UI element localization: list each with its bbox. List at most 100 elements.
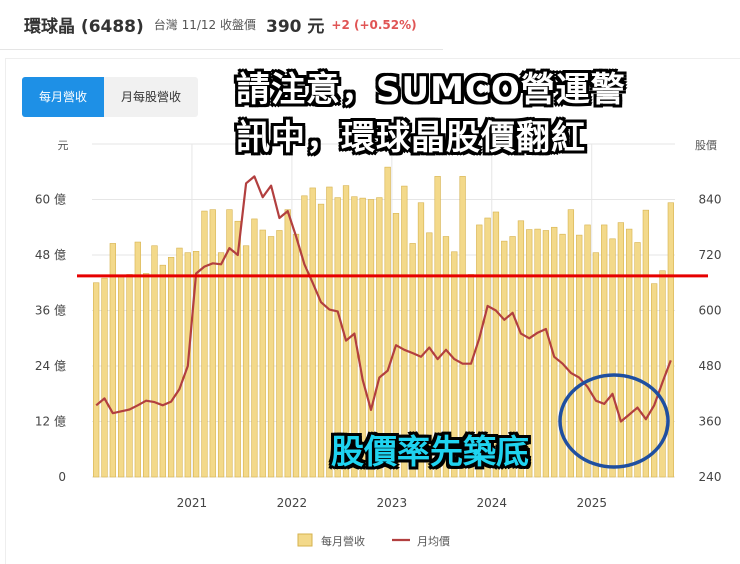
revenue-bar: [576, 234, 583, 478]
bottom-circle-annotation: [558, 373, 670, 469]
revenue-bar: [442, 236, 450, 478]
revenue-bar: [426, 232, 433, 478]
revenue-bar: [451, 251, 458, 478]
tab-bar: 每月營收 月每股營收: [22, 77, 198, 117]
left-tick-label: 48 億: [35, 248, 66, 262]
market-date: 台灣 11/12 收盤價: [153, 18, 256, 32]
right-tick-label: 720: [699, 248, 722, 262]
revenue-bar: [534, 228, 541, 478]
revenue-bar: [151, 245, 158, 478]
revenue-bar: [642, 209, 649, 478]
revenue-bar: [501, 240, 508, 478]
tab-monthly-revenue[interactable]: 每月營收: [22, 77, 104, 117]
revenue-bar: [651, 283, 658, 478]
revenue-bar: [259, 229, 266, 478]
revenue-bar: [159, 264, 166, 478]
revenue-bar: [217, 252, 225, 478]
revenue-bar: [367, 199, 375, 478]
left-tick-label: 0: [58, 470, 66, 484]
revenue-bar: [317, 203, 325, 478]
left-tick-label: 60 億: [35, 193, 66, 207]
revenue-bar: [292, 233, 300, 478]
revenue-bar: [209, 209, 216, 478]
x-tick-label: 2021: [177, 496, 208, 510]
right-tick-label: 480: [699, 359, 722, 373]
revenue-bar: [409, 243, 416, 478]
revenue-bar: [167, 257, 175, 478]
revenue-bar: [584, 224, 591, 478]
revenue-bar: [226, 209, 233, 478]
revenue-bar: [276, 230, 283, 478]
legend: 每月營收 月均價: [297, 533, 450, 548]
legend-bar-label: 每月營收: [321, 534, 365, 548]
right-tick-label: 360: [699, 415, 722, 429]
revenue-bar: [551, 226, 558, 478]
revenue-bar: [192, 251, 200, 478]
revenue-bar: [626, 228, 633, 478]
revenue-bar: [617, 222, 624, 478]
right-tick-label: 240: [699, 470, 722, 484]
right-tick-label: 840: [699, 193, 722, 207]
revenue-bar: [242, 245, 250, 478]
revenue-bar: [267, 236, 275, 478]
revenue-bar: [384, 166, 391, 478]
revenue-bar: [517, 220, 525, 478]
revenue-bar: [667, 202, 674, 478]
revenue-bar: [109, 243, 116, 478]
price-change: +2 (+0.52%): [331, 17, 417, 32]
revenue-bar: [93, 282, 100, 478]
legend-line-label: 月均價: [417, 534, 450, 548]
revenue-bar: [251, 218, 258, 478]
revenue-bar: [143, 273, 150, 478]
overlay-note: 股價率先築底: [331, 432, 529, 471]
stock-price: 390 元: [266, 17, 325, 37]
revenue-bar: [492, 211, 500, 478]
revenue-bar: [376, 197, 383, 478]
right-tick-label: 600: [699, 304, 722, 318]
revenue-bar: [509, 236, 516, 478]
revenue-bar: [592, 252, 600, 478]
stock-name: 環球晶 (6488): [24, 17, 144, 37]
header-spacer: [443, 0, 740, 58]
tab-monthly-eps-revenue[interactable]: 月每股營收: [104, 77, 198, 117]
price-line: [95, 175, 672, 423]
revenue-bar: [201, 210, 208, 478]
revenue-bar: [434, 176, 441, 478]
revenue-bar: [634, 242, 641, 478]
legend-bar-swatch: [297, 533, 313, 547]
revenue-bar: [567, 209, 575, 478]
x-tick-label: 2025: [576, 496, 607, 510]
revenue-bar: [476, 224, 483, 478]
left-tick-label: 24 億: [35, 359, 66, 373]
revenue-bar: [559, 233, 566, 478]
overlay-headline-line-1: 請注意，SUMCO營運警: [236, 70, 626, 110]
revenue-bar: [134, 241, 141, 478]
revenue-bar: [101, 277, 108, 478]
left-axis-label: 元: [58, 139, 69, 152]
x-tick-label: 2023: [377, 496, 408, 510]
right-axis-label: 股價: [695, 138, 717, 152]
x-tick-label: 2022: [277, 496, 308, 510]
revenue-bar: [609, 238, 616, 478]
revenue-bar: [334, 197, 341, 478]
revenue-bar: [309, 187, 316, 478]
revenue-bar: [284, 209, 291, 478]
left-tick-label: 12 億: [35, 415, 66, 429]
revenue-bar: [118, 275, 125, 478]
revenue-bar: [359, 197, 366, 478]
x-tick-label: 2024: [476, 496, 507, 510]
revenue-bar: [417, 202, 425, 478]
overlay-headline: 請注意，SUMCO營運警 訊中，環球晶股價翻紅: [236, 66, 686, 162]
left-tick-label: 36 億: [35, 304, 66, 318]
stock-header: 環球晶 (6488) 台灣 11/12 收盤價 390 元 +2 (+0.52%…: [0, 0, 443, 50]
revenue-bar: [484, 217, 491, 478]
axis-ticks: 2021 2022 2023 2024 2025 0 12 億 24 億 36 億 48 億 60 …: [35, 193, 722, 511]
revenue-bar: [526, 229, 533, 478]
revenue-bars: [93, 166, 674, 478]
overlay-headline-line-2: 訊中，環球晶股價翻紅: [236, 118, 586, 158]
revenue-bar: [234, 220, 241, 478]
revenue-bar: [176, 247, 183, 478]
revenue-bar: [601, 224, 608, 478]
revenue-bar: [126, 274, 133, 478]
